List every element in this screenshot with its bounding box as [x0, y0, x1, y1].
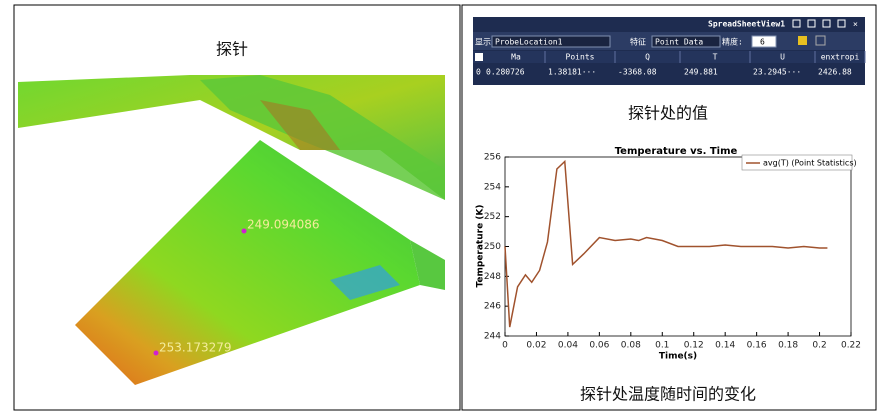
y-tick-label: 252 [484, 212, 501, 222]
cell: 2426.88 [818, 68, 852, 77]
y-tick-label: 246 [484, 302, 501, 312]
source: ProbeLocation1 [495, 38, 563, 47]
series-line [504, 159, 828, 328]
y-tick-label: 250 [484, 242, 501, 252]
label: 显示 [475, 38, 491, 47]
column-header: T [713, 53, 718, 62]
x-tick-label: 0.22 [841, 341, 861, 351]
cell: 249.881 [684, 68, 718, 77]
label: 精度: [722, 37, 743, 47]
svg-text:✕: ✕ [853, 20, 858, 29]
y-tick-label: 254 [484, 182, 501, 192]
ss-title: SpreadSheetView1 [708, 19, 785, 29]
y-tick-label: 248 [484, 272, 501, 282]
probe-label: 249.094086 [247, 218, 320, 232]
probe-point [153, 350, 159, 356]
probe-label: 253.173279 [159, 341, 232, 355]
label: 特征 [630, 37, 646, 47]
x-tick-label: 0.1 [655, 341, 669, 351]
precision: 6 [760, 38, 765, 47]
spreadsheet: SpreadSheetView1 ✕ 显示 ProbeLocation1 特征 … [473, 17, 865, 85]
x-tick-label: 0.18 [778, 341, 798, 351]
caption: 探针 [216, 40, 248, 59]
y-tick-label: 244 [484, 332, 501, 342]
column-header: Q [645, 53, 650, 62]
chart-title: Temperature vs. Time [615, 146, 738, 157]
column-header: Ma [511, 53, 521, 62]
legend-box [741, 154, 853, 171]
x-axis-label: Time(s) [659, 352, 697, 362]
probe-point [241, 228, 247, 234]
x-tick-label: 0.04 [558, 341, 578, 351]
cell: 23.2945··· [753, 68, 801, 77]
x-tick-label: 0.02 [526, 341, 546, 351]
left-panel [13, 4, 461, 411]
x-tick-label: 0.08 [621, 341, 641, 351]
cell: 0.280726 [486, 68, 525, 77]
x-tick-label: 0.2 [812, 341, 826, 351]
x-tick-label: 0 [502, 341, 508, 351]
render [18, 75, 445, 385]
y-axis-label: Temperature (K) [476, 204, 486, 287]
column-header: U [780, 53, 785, 62]
column-header: enxtropi [821, 53, 860, 62]
x-tick-label: 0.06 [589, 341, 609, 351]
caption: 探针处的值 [628, 104, 708, 123]
caption: 探针处温度随时间的变化 [580, 385, 756, 404]
x-tick-label: 0.12 [684, 341, 704, 351]
cell: 0 [476, 68, 481, 77]
x-tick-label: 0.14 [715, 341, 735, 351]
cell: -3368.08 [618, 68, 657, 77]
legend-label: avg(T) (Point Statistics) [763, 159, 857, 168]
source-select[interactable] [491, 35, 611, 48]
y-tick-label: 256 [484, 153, 501, 163]
cell: 1.38181··· [548, 68, 596, 77]
column-header: Points [566, 53, 595, 62]
right-panel [461, 4, 877, 411]
precision-input[interactable] [751, 35, 777, 48]
attribute-select[interactable] [651, 35, 721, 48]
attribute: Point Data [655, 38, 703, 47]
x-tick-label: 0.16 [747, 341, 767, 351]
